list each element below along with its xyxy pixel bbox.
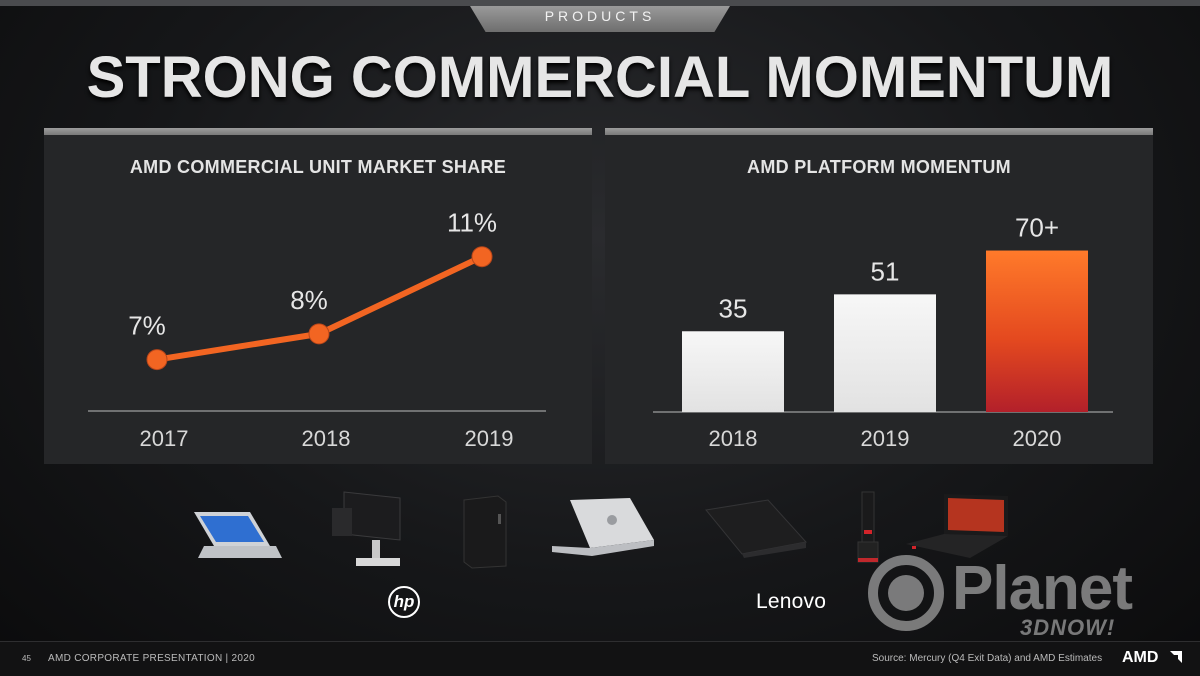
watermark-logo-icon [868,555,944,631]
market-share-panel: AMD COMMERCIAL UNIT MARKET SHARE 7% 2017 8… [44,128,592,464]
bar-value-label: 35 [719,293,748,323]
section-tab-label: PRODUCTS [544,8,656,24]
data-point [308,323,330,345]
silver-laptop-icon [552,498,654,556]
planet3dnow-watermark: Planet 3DNOW! [868,553,1198,643]
thinkpad-laptop-icon [906,494,1008,558]
data-label: 11% [447,208,497,238]
x-tick-label: 2018 [302,426,351,451]
amd-arrow-icon [1170,651,1182,663]
x-tick-label: 2020 [1013,426,1062,451]
panel-header-bar [44,128,592,135]
market-share-chart: 7% 2017 8% 2018 11% 2019 [88,208,546,451]
platform-momentum-title: AMD PLATFORM MOMENTUM [747,157,1011,177]
x-tick-label: 2019 [861,426,910,451]
bar [682,331,784,412]
bar-value-label: 51 [871,256,900,286]
data-label: 8% [290,285,328,315]
watermark-sub-text: 3DNOW! [1020,615,1116,640]
section-tab [470,6,730,32]
page-number: 45 [22,654,31,663]
top-strip [0,0,1200,6]
platform-momentum-panel: AMD PLATFORM MOMENTUM 35 2018 51 2019 70+ 202… [605,128,1153,464]
footer-bar [0,641,1200,676]
panel-header-bar [605,128,1153,135]
market-share-title: AMD COMMERCIAL UNIT MARKET SHARE [129,157,507,177]
watermark-main-text: Planet [952,554,1133,623]
data-point [146,349,168,371]
desktop-tower-icon [463,495,507,569]
x-tick-label: 2019 [465,426,514,451]
black-laptop-icon [705,499,807,558]
data-label: 7% [128,311,166,341]
hp-logo: hp [388,586,420,618]
platform-momentum-chart: 35 2018 51 2019 70+ 2020 [653,213,1113,451]
data-point [471,246,493,268]
x-tick-label: 2018 [709,426,758,451]
source-note: Source: Mercury (Q4 Exit Data) and AMD E… [872,653,1103,664]
slide-title: STRONG COMMERCIAL MOMENTUM [86,45,1114,110]
footer-text: AMD CORPORATE PRESENTATION | 2020 [48,653,255,664]
bar [834,294,936,412]
lenovo-logo: Lenovo [756,590,827,613]
all-in-one-monitor-icon [332,491,401,566]
watermark-logo-dot [888,575,924,611]
bar [986,250,1088,412]
x-tick-label: 2017 [140,426,189,451]
amd-logo: AMD [1122,649,1159,666]
convertible-laptop-icon [194,512,282,558]
tiny-desktop-icon [857,491,879,563]
bar-value-label: 70+ [1015,213,1059,243]
